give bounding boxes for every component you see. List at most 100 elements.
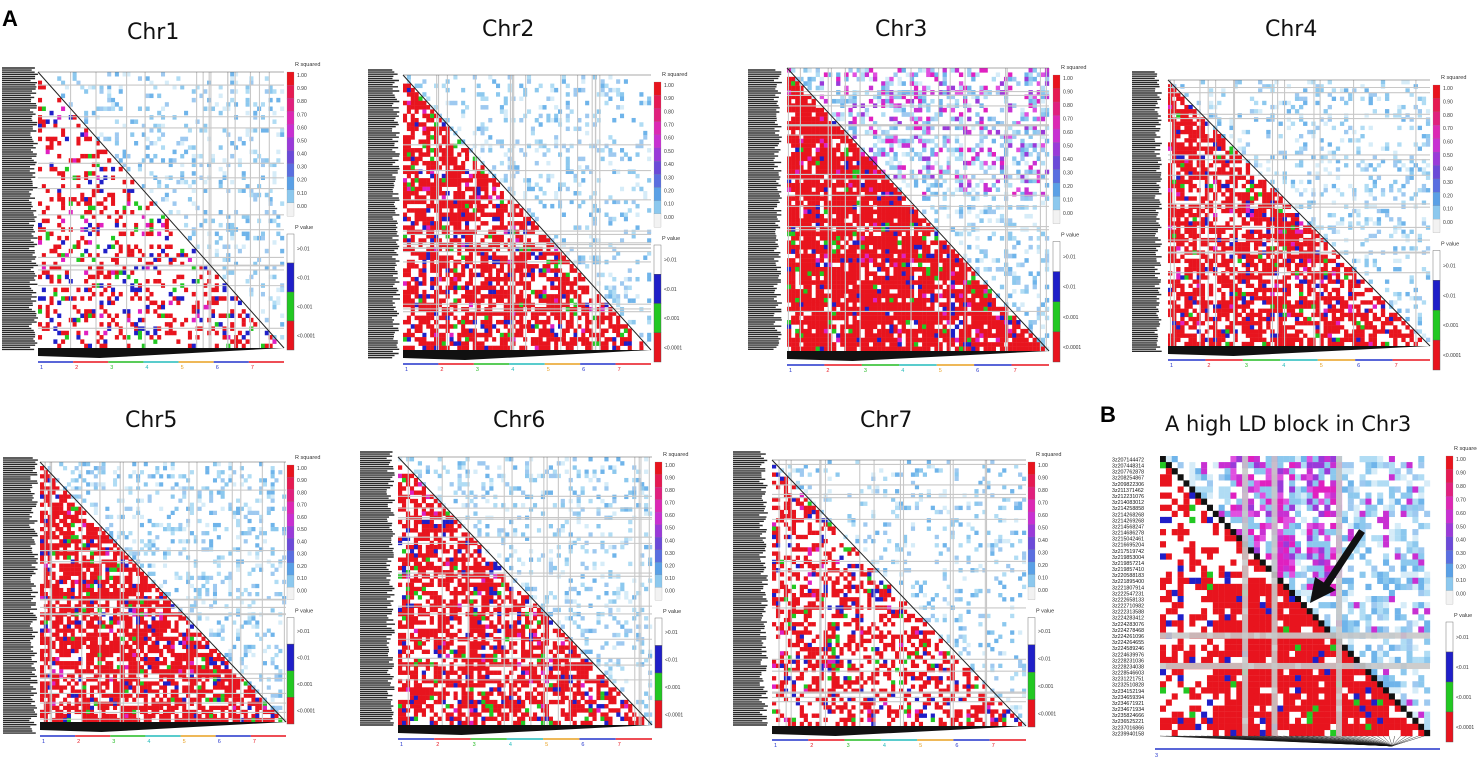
ld-cell (832, 249, 837, 254)
ld-cell (434, 276, 439, 282)
ld-cell (930, 116, 935, 122)
ld-cell (991, 160, 996, 166)
axis-tick-label: 7 (251, 365, 254, 371)
ld-cell (418, 169, 423, 175)
ld-cell (950, 275, 956, 281)
ld-cell (623, 276, 628, 282)
ld-cell (573, 92, 578, 97)
ld-cell (901, 68, 906, 73)
ld-cell (868, 280, 874, 285)
ld-cell (881, 191, 886, 197)
ld-cell (569, 315, 574, 321)
ld-cell (492, 311, 497, 316)
ld-cell (558, 199, 563, 205)
ld-cell (406, 173, 411, 179)
ld-cell (938, 165, 943, 170)
ld-cell (852, 258, 857, 263)
ld-cell (954, 147, 960, 153)
ld-cell (426, 229, 431, 235)
ld-cell (848, 68, 853, 73)
ld-cell (468, 268, 473, 273)
ld-cell (836, 169, 841, 175)
ld-cell (218, 93, 223, 99)
ld-cell (844, 205, 849, 210)
ld-cell (488, 117, 493, 123)
ld-cell (893, 107, 898, 113)
ld-cell (403, 268, 408, 273)
ld-cell (958, 209, 964, 215)
ld-cell (889, 81, 894, 86)
ld-cell (815, 156, 820, 162)
ld-cell (461, 285, 466, 291)
ld-cell (410, 208, 415, 213)
ld-cell (885, 280, 890, 285)
ld-cell (441, 332, 446, 338)
ld-cell (934, 116, 939, 122)
ld-cell (403, 156, 408, 162)
ld-cell (954, 275, 960, 281)
ld-cell (823, 138, 829, 144)
ld-cell (538, 337, 543, 342)
ld-cell (893, 90, 898, 95)
ld-cell (612, 328, 617, 334)
ld-cell (608, 337, 613, 342)
ld-cell (860, 152, 865, 157)
ld-cell (647, 100, 652, 106)
ld-cell (126, 197, 131, 202)
ld-cell (795, 262, 800, 268)
ld-cell (946, 262, 951, 268)
ld-cell (430, 109, 435, 114)
ld-cell (612, 139, 617, 144)
ld-cell (558, 117, 563, 123)
ld-cell (176, 253, 181, 258)
ld-cell (819, 156, 825, 162)
ld-cell (934, 182, 939, 188)
ld-cell (414, 109, 419, 114)
ld-cell (542, 191, 547, 196)
ld-cell (877, 262, 882, 268)
ld-cell (61, 253, 66, 258)
ld-cell (561, 311, 566, 316)
ld-cell (180, 253, 185, 258)
ld-cell (913, 107, 919, 113)
ld-cell (881, 258, 886, 263)
ld-cell (565, 105, 570, 110)
ld-cell (1008, 134, 1013, 139)
ld-cell (210, 153, 216, 159)
ld-cell (836, 116, 841, 122)
ld-cell (453, 182, 458, 187)
ld-cell (616, 315, 621, 321)
ld-cell (476, 126, 481, 132)
ld-cell (975, 182, 980, 188)
ld-cell (836, 129, 841, 135)
ld-cell (909, 213, 915, 219)
ld-cell (604, 337, 609, 342)
ld-cell (885, 218, 890, 223)
ld-cell (1036, 236, 1042, 241)
ld-cell (137, 205, 142, 211)
ld-cell (418, 337, 423, 342)
ld-cell (527, 294, 532, 299)
ld-cell (795, 244, 800, 250)
ld-cell (975, 280, 980, 285)
ld-cell (926, 85, 931, 91)
ld-cell (1040, 231, 1046, 237)
ld-cell (492, 165, 497, 170)
ld-cell (958, 178, 964, 184)
ld-cell (1012, 275, 1017, 281)
ld-cell (889, 262, 894, 268)
ld-cell (441, 345, 446, 351)
ld-cell (983, 209, 988, 215)
ld-cell (492, 324, 497, 329)
ld-cell (457, 225, 462, 230)
ld-cell (542, 251, 547, 256)
ld-cell (410, 289, 415, 295)
ld-cell (852, 98, 857, 104)
ld-cell (457, 199, 462, 205)
ld-cell (414, 191, 419, 196)
ld-cell (596, 178, 601, 183)
ld-cell (422, 92, 427, 97)
ld-cell (406, 148, 411, 153)
ld-cell (111, 317, 116, 323)
ld-cell (954, 262, 960, 268)
